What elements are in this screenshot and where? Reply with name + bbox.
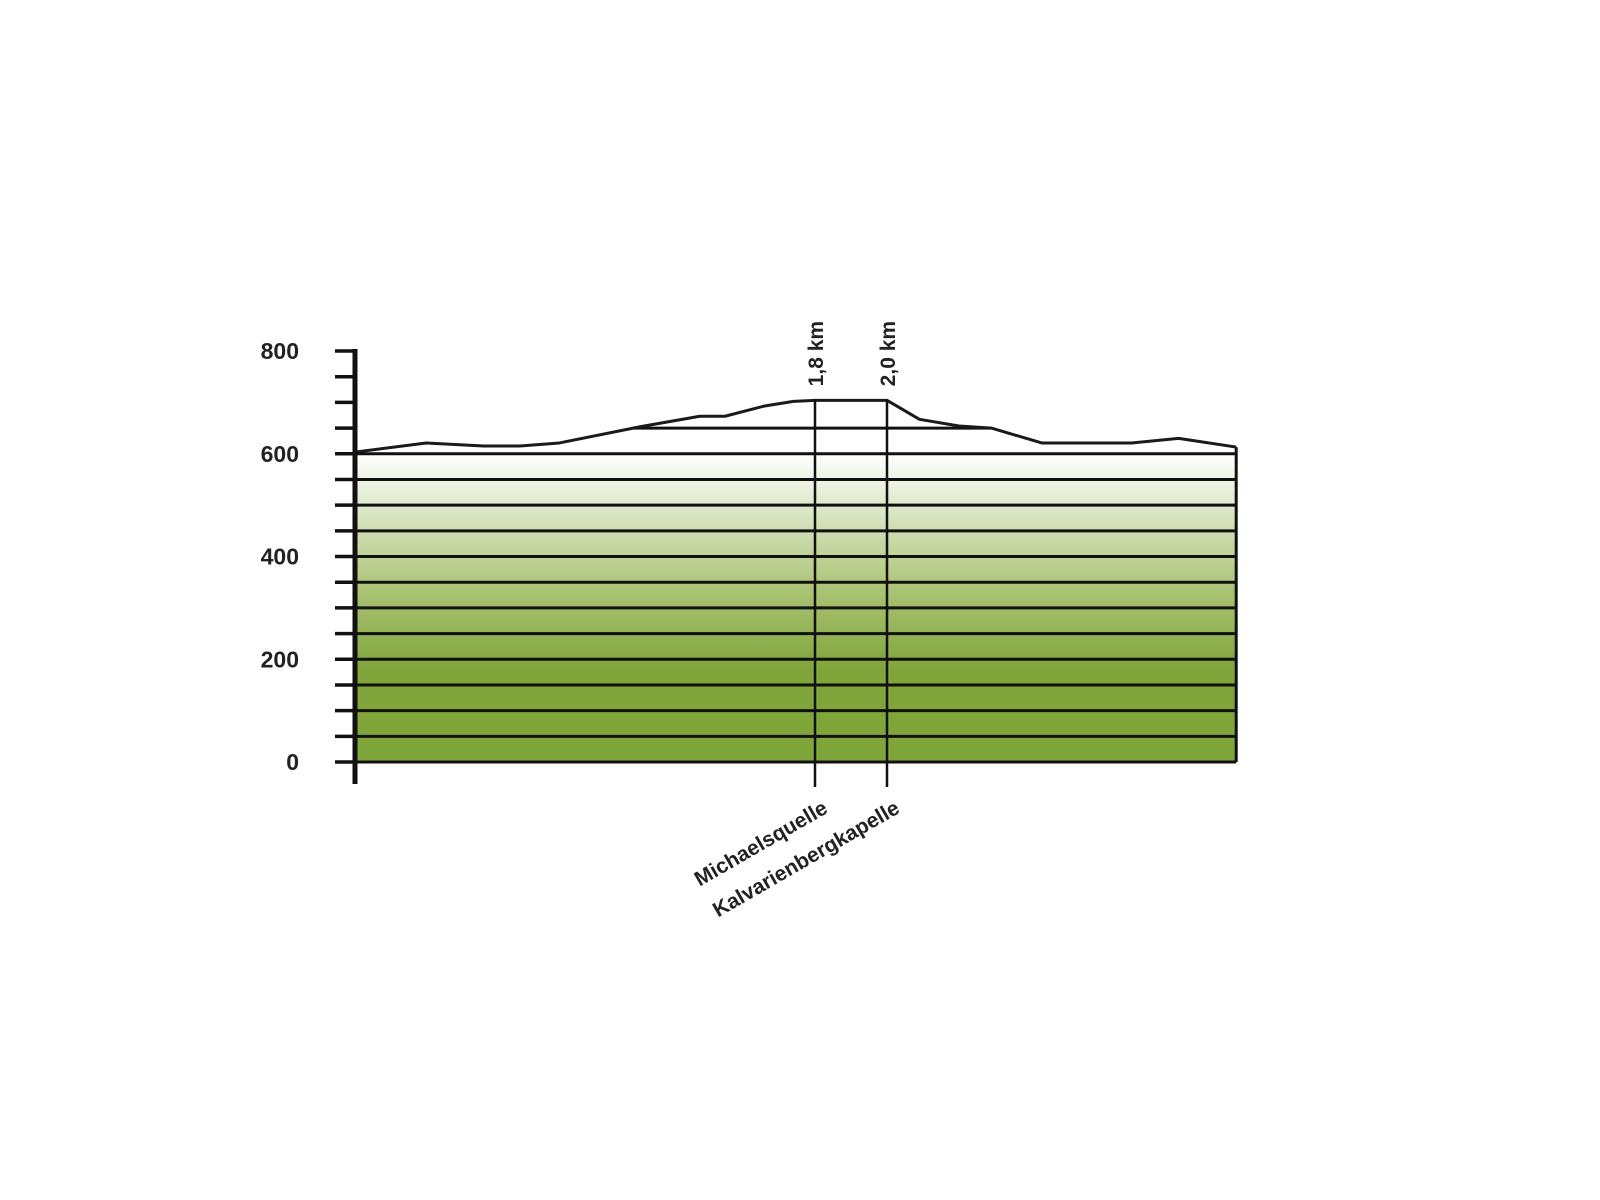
marker-distance-label: 2,0 km: [877, 321, 900, 386]
y-tick-label: 400: [261, 544, 299, 570]
y-tick-label: 800: [261, 338, 299, 364]
marker-distance-label: 1,8 km: [805, 321, 828, 386]
elevation-profile-line: [354, 398, 1237, 454]
y-tick-label: 600: [261, 441, 299, 467]
y-tick-label: 0: [286, 749, 299, 775]
y-tick-label: 200: [261, 646, 299, 672]
